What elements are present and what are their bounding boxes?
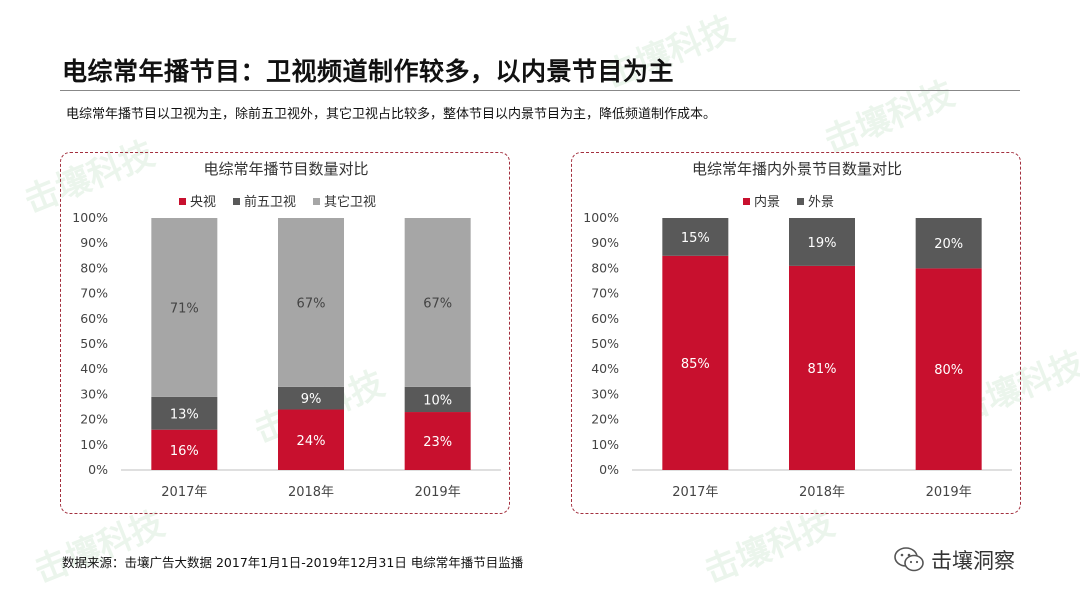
y-tick-label: 10% bbox=[591, 437, 619, 452]
data-source-note: 数据来源：击壤广告大数据 2017年1月1日-2019年12月31日 电综常年播… bbox=[62, 555, 524, 570]
bar-segment bbox=[278, 218, 344, 387]
data-label: 23% bbox=[423, 435, 452, 450]
y-tick-label: 30% bbox=[591, 386, 619, 401]
y-tick-label: 10% bbox=[80, 437, 108, 452]
data-label: 15% bbox=[681, 231, 710, 246]
data-label: 10% bbox=[423, 393, 452, 408]
bar-segment bbox=[404, 412, 471, 470]
legend-label: 央视 bbox=[190, 195, 216, 210]
x-tick-label: 2019年 bbox=[415, 485, 461, 500]
y-tick-label: 70% bbox=[80, 286, 108, 301]
bar-segment bbox=[915, 268, 982, 470]
legend-swatch bbox=[179, 198, 186, 205]
y-tick-label: 90% bbox=[80, 235, 108, 250]
x-tick-label: 2018年 bbox=[799, 485, 845, 500]
data-label: 16% bbox=[170, 444, 199, 459]
legend-swatch bbox=[233, 198, 240, 205]
data-label: 81% bbox=[808, 362, 837, 377]
x-tick-label: 2019年 bbox=[926, 485, 972, 500]
brand-name: 击壤洞察 bbox=[931, 549, 1015, 573]
y-tick-label: 80% bbox=[80, 260, 108, 275]
chart-panel-channel: 电综常年播节目数量对比央视 前五卫视 其它卫视 0% 10% 20% 30% 40% 50% 60… bbox=[60, 152, 510, 514]
y-tick-label: 50% bbox=[591, 336, 619, 351]
page-title: 电综常年播节目：卫视频道制作较多，以内景节目为主 bbox=[62, 57, 675, 86]
x-tick-label: 2017年 bbox=[161, 485, 207, 500]
y-tick-label: 40% bbox=[80, 361, 108, 376]
y-tick-label: 60% bbox=[591, 311, 619, 326]
bar-segment bbox=[404, 386, 471, 413]
data-label: 20% bbox=[934, 237, 963, 252]
page-subtitle: 电综常年播节目以卫视为主，除前五卫视外，其它卫视占比较多，整体节目以内景节目为主… bbox=[66, 107, 717, 122]
x-tick-label: 2018年 bbox=[288, 485, 334, 500]
y-tick-label: 90% bbox=[591, 235, 619, 250]
y-tick-label: 0% bbox=[88, 462, 108, 477]
bar-segment bbox=[662, 255, 729, 470]
legend-label: 外景 bbox=[808, 195, 834, 210]
y-tick-label: 80% bbox=[591, 260, 619, 275]
legend-swatch bbox=[313, 198, 320, 205]
y-tick-label: 70% bbox=[591, 286, 619, 301]
legend-label: 前五卫视 bbox=[244, 194, 296, 210]
watermark: 击壤科技 bbox=[818, 73, 960, 162]
legend-label: 内景 bbox=[754, 194, 780, 210]
y-tick-label: 20% bbox=[591, 412, 619, 427]
legend-label: 其它卫视 bbox=[324, 194, 376, 210]
bar-segment bbox=[151, 396, 218, 430]
y-tick-label: 60% bbox=[80, 311, 108, 326]
x-tick-label: 2017年 bbox=[672, 485, 718, 500]
bar-segment bbox=[789, 265, 855, 470]
y-tick-label: 40% bbox=[591, 361, 619, 376]
bar-segment bbox=[404, 218, 471, 387]
data-label: 13% bbox=[170, 407, 199, 422]
data-label: 19% bbox=[808, 236, 837, 251]
bar-segment bbox=[662, 218, 729, 256]
y-tick-label: 30% bbox=[80, 386, 108, 401]
legend-swatch bbox=[797, 198, 804, 205]
bar-segment bbox=[915, 218, 982, 269]
wechat-icon bbox=[894, 547, 924, 572]
brand-footer: 击壤洞察 bbox=[893, 545, 1015, 575]
legend-swatch bbox=[743, 198, 750, 205]
bar-segment bbox=[151, 429, 218, 470]
y-tick-label: 50% bbox=[80, 336, 108, 351]
bar-segment bbox=[278, 386, 344, 410]
y-tick-label: 20% bbox=[80, 412, 108, 427]
bar-segment bbox=[789, 218, 855, 266]
data-label: 67% bbox=[423, 296, 452, 311]
data-label: 67% bbox=[297, 296, 326, 311]
title-divider bbox=[60, 90, 1020, 91]
y-tick-label: 100% bbox=[72, 210, 108, 225]
y-tick-label: 0% bbox=[599, 462, 619, 477]
data-label: 24% bbox=[297, 434, 326, 449]
y-tick-label: 100% bbox=[583, 210, 619, 225]
chart-title: 电综常年播节目数量对比 bbox=[203, 160, 368, 178]
chart-panel-scene: 电综常年播内外景节目数量对比内景 外景 0% 10% 20% 30% 40% 50% 60% 70… bbox=[571, 152, 1021, 514]
data-label: 71% bbox=[170, 301, 199, 316]
bar-segment bbox=[278, 409, 344, 470]
data-label: 80% bbox=[934, 363, 963, 378]
data-label: 85% bbox=[681, 357, 710, 372]
bar-segment bbox=[151, 218, 218, 397]
data-label: 9% bbox=[301, 392, 322, 407]
chart-title: 电综常年播内外景节目数量对比 bbox=[692, 160, 902, 178]
